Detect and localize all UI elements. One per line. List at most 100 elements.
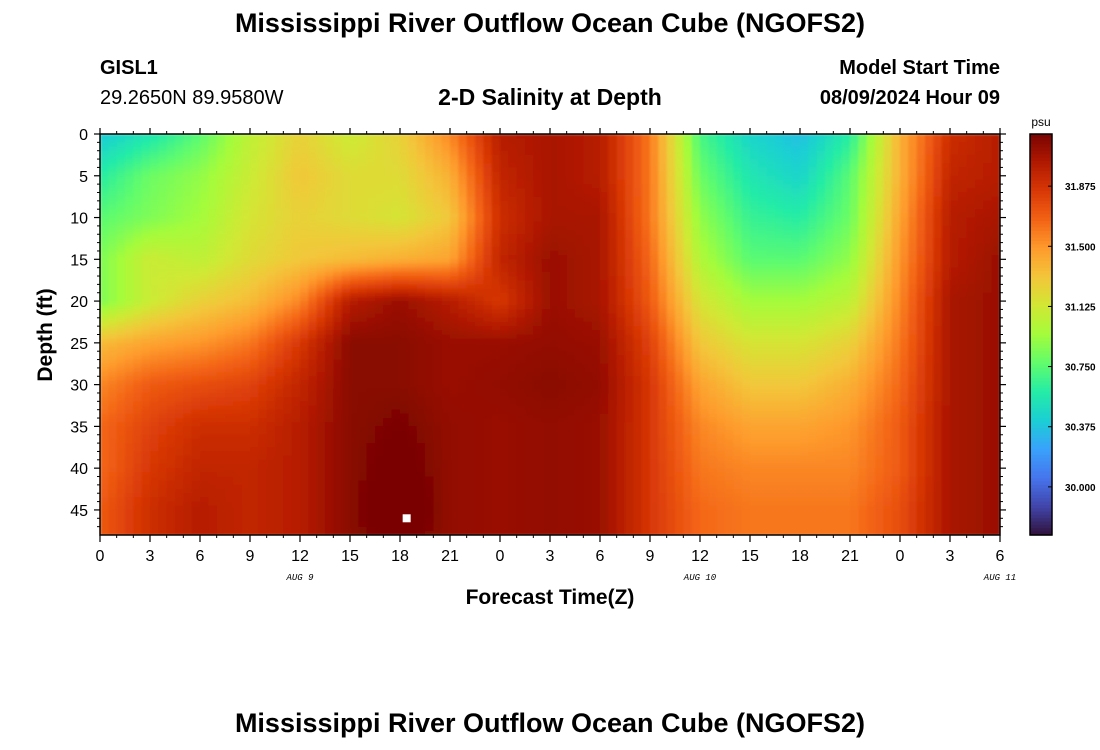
heatmap-cell xyxy=(483,296,493,302)
heatmap-cell xyxy=(850,271,859,277)
heatmap-cell xyxy=(341,221,351,227)
heatmap-cell xyxy=(100,142,109,148)
heatmap-cell xyxy=(325,230,334,235)
heatmap-cell xyxy=(125,167,134,173)
heatmap-cell xyxy=(175,196,184,202)
heatmap-cell xyxy=(808,284,818,290)
heatmap-cell xyxy=(183,175,193,181)
heatmap-cell xyxy=(533,288,543,294)
heatmap-cell xyxy=(408,242,418,248)
heatmap-cell xyxy=(658,305,668,311)
heatmap-cell xyxy=(216,146,226,152)
heatmap-cell xyxy=(658,209,668,214)
heatmap-cell xyxy=(475,154,484,160)
heatmap-cell xyxy=(641,200,651,206)
heatmap-cell xyxy=(475,221,484,227)
heatmap-cell xyxy=(608,284,618,290)
heatmap-cell xyxy=(825,284,834,290)
heatmap-cell xyxy=(300,259,309,265)
heatmap-cell xyxy=(158,280,168,285)
heatmap-cell xyxy=(641,150,651,156)
heatmap-cell xyxy=(758,171,768,177)
heatmap-cell xyxy=(325,305,334,311)
heatmap-cell xyxy=(991,171,1000,177)
heatmap-cell xyxy=(416,284,426,290)
heatmap-cell xyxy=(800,209,809,214)
heatmap-cell xyxy=(883,221,893,227)
heatmap-cell xyxy=(133,171,143,177)
heatmap-cell xyxy=(916,280,926,285)
heatmap-cell xyxy=(366,205,376,210)
heatmap-cell xyxy=(883,242,893,248)
heatmap-cell xyxy=(575,205,584,210)
heatmap-cell xyxy=(125,242,134,248)
heatmap-cell xyxy=(200,146,209,152)
heatmap-cell xyxy=(916,134,926,139)
heatmap-cell xyxy=(775,313,784,319)
heatmap-cell xyxy=(791,238,801,244)
heatmap-cell xyxy=(466,188,476,194)
heatmap-cell xyxy=(408,234,418,240)
heatmap-cell xyxy=(808,200,818,206)
heatmap-cell xyxy=(341,296,351,302)
heatmap-cell xyxy=(683,321,693,327)
heatmap-cell xyxy=(141,326,151,331)
heatmap-cell xyxy=(983,296,993,302)
heatmap-cell xyxy=(625,238,634,244)
heatmap-cell xyxy=(166,267,176,273)
heatmap-cell xyxy=(800,217,809,223)
heatmap-cell xyxy=(341,179,351,185)
heatmap-cell xyxy=(775,292,784,298)
heatmap-cell xyxy=(275,271,284,277)
heatmap-cell xyxy=(733,246,743,252)
heatmap-cell xyxy=(925,167,934,173)
heatmap-cell xyxy=(100,134,109,139)
heatmap-cell xyxy=(375,301,384,306)
heatmap-cell xyxy=(691,255,701,260)
heatmap-cell xyxy=(325,263,334,269)
heatmap-cell xyxy=(866,142,876,148)
heatmap-cell xyxy=(175,292,184,298)
heatmap-cell xyxy=(283,230,293,235)
heatmap-cell xyxy=(683,263,693,269)
heatmap-cell xyxy=(533,321,543,327)
heatmap-cell xyxy=(141,209,151,214)
heatmap-cell xyxy=(875,230,884,235)
heatmap-cell xyxy=(891,150,901,156)
heatmap-cell xyxy=(275,259,284,265)
heatmap-cell xyxy=(616,238,626,244)
heatmap-cell xyxy=(683,171,693,177)
heatmap-cell xyxy=(341,271,351,277)
heatmap-cell xyxy=(925,179,934,185)
heatmap-cell xyxy=(716,175,726,181)
heatmap-cell xyxy=(250,171,259,177)
heatmap-cell xyxy=(950,280,959,285)
heatmap-cell xyxy=(183,184,193,189)
heatmap-cell xyxy=(200,192,209,198)
heatmap-cell xyxy=(125,234,134,240)
heatmap-cell xyxy=(358,288,368,294)
heatmap-cell xyxy=(350,230,359,235)
heatmap-cell xyxy=(825,242,834,248)
heatmap-cell xyxy=(791,196,801,202)
heatmap-cell xyxy=(708,280,718,285)
heatmap-cell xyxy=(691,205,701,210)
heatmap-cell xyxy=(216,267,226,273)
heatmap-cell xyxy=(966,276,976,281)
heatmap-cell xyxy=(641,234,651,240)
heatmap-cell xyxy=(408,276,418,281)
heatmap-cell xyxy=(266,175,276,181)
heatmap-cell xyxy=(666,150,676,156)
heatmap-cell xyxy=(541,142,551,148)
heatmap-cell xyxy=(616,263,626,269)
heatmap-cell xyxy=(525,317,534,323)
heatmap-cell xyxy=(375,317,384,323)
heatmap-cell xyxy=(266,134,276,139)
heatmap-cell xyxy=(458,209,468,214)
heatmap-cell xyxy=(850,200,859,206)
heatmap-cell xyxy=(758,175,768,181)
heatmap-cell xyxy=(833,284,843,290)
heatmap-cell xyxy=(708,175,718,181)
heatmap-cell xyxy=(633,192,643,198)
heatmap-cell xyxy=(433,313,443,319)
